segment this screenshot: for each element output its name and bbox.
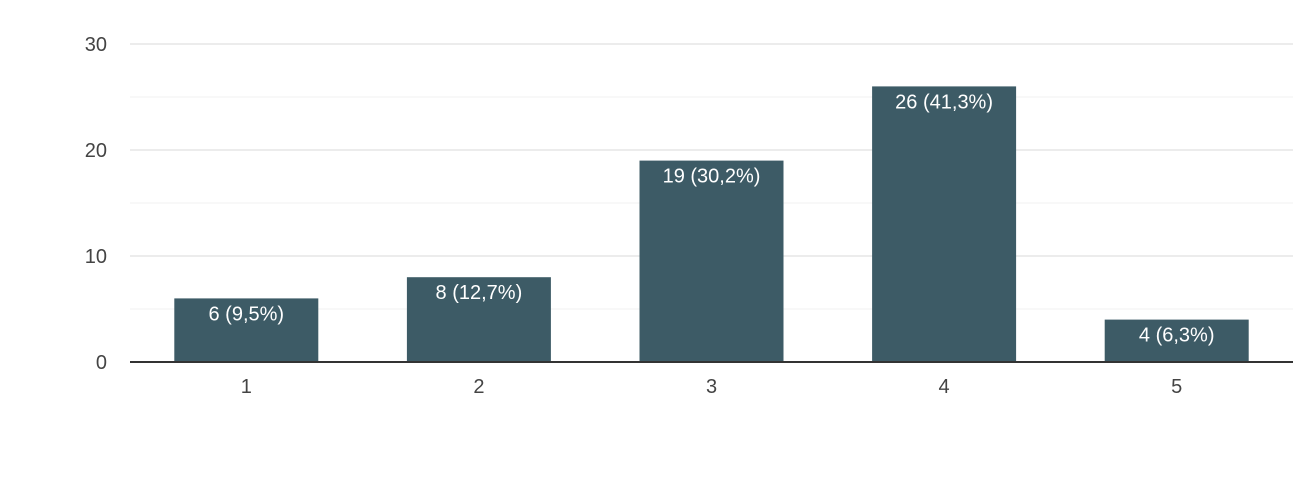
x-tick-label: 3: [706, 376, 717, 398]
x-tick-label: 5: [1171, 376, 1182, 398]
data-label: 6 (9,5%): [209, 303, 285, 325]
data-label: 4 (6,3%): [1139, 325, 1215, 347]
x-tick-label: 1: [241, 376, 252, 398]
bar-5: [1104, 319, 1249, 362]
bar-1: [174, 298, 319, 362]
data-label: 8 (12,7%): [436, 282, 523, 304]
data-label: 19 (30,2%): [663, 166, 761, 188]
x-tick-label: 2: [473, 376, 484, 398]
x-tick-label: 4: [939, 376, 950, 398]
bars: [174, 86, 1249, 363]
bar-4: [872, 86, 1017, 363]
bar-3: [639, 160, 784, 362]
y-tick-label: 10: [85, 246, 107, 268]
bar-2: [406, 277, 551, 362]
y-tick-label: 0: [96, 352, 107, 374]
labels: 0 10 20 30 6 (9,5%) 1 8 (12,7%) 2 19 (30,2%) 3 26 …: [85, 34, 1215, 398]
y-tick-label: 30: [85, 34, 107, 56]
data-label: 26 (41,3%): [895, 91, 993, 113]
y-tick-label: 20: [85, 140, 107, 162]
